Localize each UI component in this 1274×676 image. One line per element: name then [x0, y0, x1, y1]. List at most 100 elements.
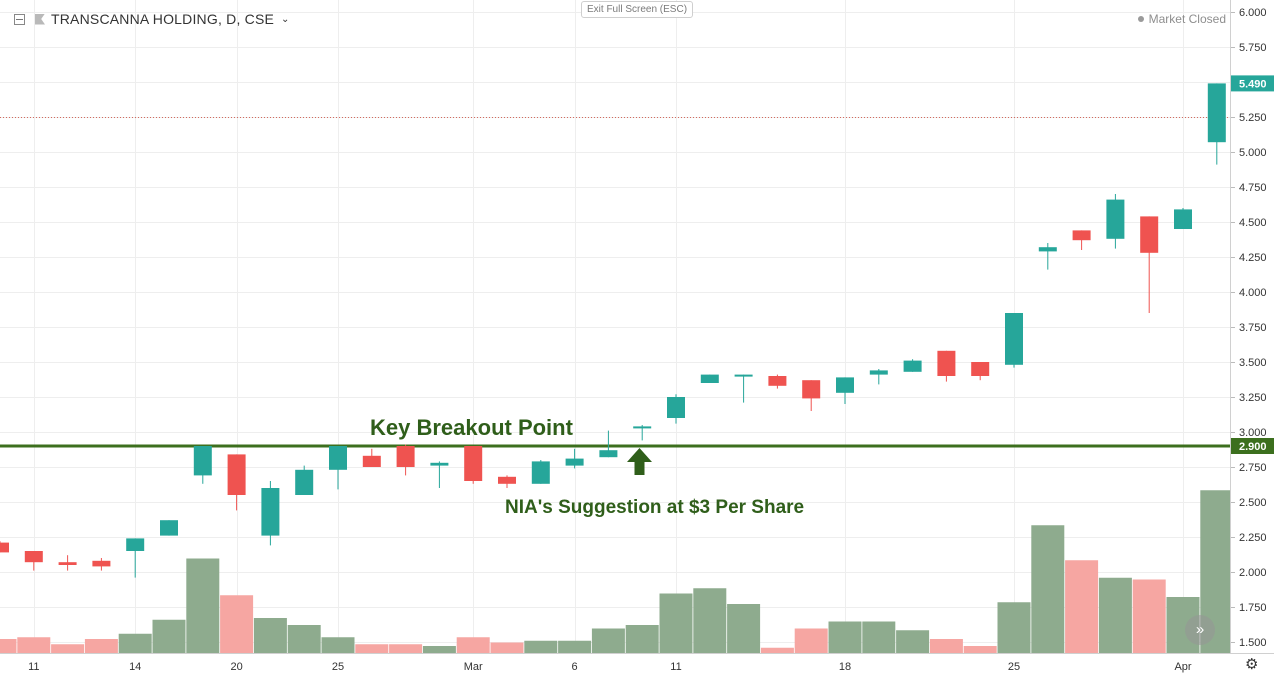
- chart-grid: [0, 0, 1230, 653]
- candle: [1207, 83, 1226, 165]
- price-tick-label: 5.000: [1239, 147, 1267, 159]
- candle-body: [565, 458, 584, 466]
- candle-body: [869, 370, 888, 375]
- volume-bar: [997, 602, 1031, 653]
- price-tick-label: 2.750: [1239, 462, 1267, 474]
- candle-body: [768, 376, 787, 386]
- volume-bar: [490, 642, 524, 653]
- price-tick-label: 3.750: [1239, 322, 1267, 334]
- time-tick-label: 14: [129, 661, 141, 673]
- candle-body: [633, 426, 652, 429]
- volume-bar: [794, 628, 828, 653]
- candle-body: [1038, 247, 1057, 252]
- candle: [802, 380, 821, 411]
- price-tick-label: 4.500: [1239, 217, 1267, 229]
- last-price-tag-bg: [1231, 75, 1274, 92]
- candle: [1005, 313, 1023, 368]
- price-tick-label: 5.750: [1239, 42, 1267, 54]
- time-tick-label: 11: [670, 661, 681, 673]
- volume-bar: [659, 593, 693, 653]
- time-tick-label: 6: [572, 661, 578, 673]
- volume-bar: [321, 637, 355, 653]
- candle: [700, 374, 719, 383]
- candle-body: [498, 476, 516, 484]
- candle: [464, 446, 483, 484]
- candle-body: [1106, 199, 1125, 239]
- candle-body: [836, 377, 854, 393]
- volume-bar: [625, 625, 659, 653]
- candle: [430, 461, 449, 488]
- candle: [869, 369, 888, 385]
- volume-bar: [929, 639, 963, 653]
- candle: [24, 551, 43, 571]
- time-tick-label: 20: [230, 661, 242, 673]
- volume-bar: [118, 633, 152, 653]
- volume-bar: [389, 644, 423, 653]
- price-tick-label: 1.750: [1239, 602, 1267, 614]
- symbol-flag-icon: [35, 13, 45, 25]
- volume-bar: [963, 646, 997, 653]
- volume-bar: [253, 618, 287, 653]
- exit-fullscreen-button[interactable]: Exit Full Screen (ESC): [581, 1, 694, 18]
- volume-bar: [693, 588, 727, 653]
- symbol-title: TRANSCANNA HOLDING, D, CSE: [51, 11, 275, 27]
- price-tick-label: 3.250: [1239, 392, 1267, 404]
- candle-body: [531, 461, 550, 484]
- candle-body: [1207, 83, 1226, 143]
- candlestick-series: [0, 83, 1226, 578]
- price-tick-label: 2.500: [1239, 497, 1267, 509]
- time-tick-label: Apr: [1174, 661, 1191, 673]
- candle: [362, 448, 381, 467]
- volume-bar: [558, 640, 592, 653]
- chevron-down-icon[interactable]: ⌄: [281, 13, 290, 25]
- volume-bar: [862, 621, 896, 653]
- volume-bar: [355, 644, 389, 653]
- candle-body: [464, 446, 483, 481]
- volume-bar: [524, 640, 558, 653]
- settings-gear-icon[interactable]: ⚙: [1245, 656, 1259, 673]
- candle-body: [24, 551, 43, 563]
- candle-body: [937, 350, 956, 376]
- candle-body: [295, 469, 314, 495]
- volume-bar: [1031, 525, 1065, 653]
- volume-bar: [186, 558, 220, 653]
- candle-body: [193, 446, 212, 476]
- scroll-to-realtime-button[interactable]: »: [1185, 615, 1215, 645]
- candle-body: [362, 455, 381, 467]
- price-tick-label: 2.000: [1239, 567, 1267, 579]
- price-tick-label: 2.250: [1239, 532, 1267, 544]
- time-axis-background: [0, 653, 1274, 676]
- candle: [396, 444, 415, 476]
- price-axis-background: [1230, 0, 1274, 676]
- candle: [1072, 230, 1091, 250]
- volume-bar: [17, 637, 51, 653]
- volume-bar: [422, 646, 456, 653]
- candle: [971, 362, 990, 381]
- up-arrow-icon: [627, 448, 652, 475]
- nia-suggestion-label: NIA's Suggestion at $3 Per Share: [505, 497, 804, 518]
- time-tick-label: 25: [332, 661, 344, 673]
- price-tick-label: 1.500: [1239, 637, 1267, 649]
- time-axis-labels: 11 14 20 25 Mar 6 11 18 25 Apr: [28, 661, 1192, 673]
- candle-body: [903, 360, 922, 372]
- symbol-legend[interactable]: TRANSCANNA HOLDING, D, CSE ⌄: [14, 9, 290, 29]
- candle-body: [1140, 216, 1159, 253]
- candle: [498, 475, 516, 488]
- candle-body: [261, 488, 280, 536]
- price-tick-label: 3.000: [1239, 427, 1267, 439]
- candle: [160, 520, 178, 536]
- candle-body: [329, 446, 347, 470]
- collapse-legend-icon[interactable]: [14, 13, 25, 25]
- time-tick-label: 18: [839, 661, 851, 673]
- last-price-tag-label: 5.490: [1239, 78, 1267, 90]
- candle: [227, 454, 246, 511]
- volume-bar: [1132, 579, 1166, 653]
- candle-body: [599, 450, 618, 458]
- volume-bar: [760, 647, 794, 653]
- volume-bar: [84, 639, 118, 653]
- volume-bar: [456, 637, 490, 653]
- volume-bar: [828, 621, 862, 653]
- candle-body: [92, 560, 111, 567]
- breakout-price-tag-bg: [1231, 438, 1274, 454]
